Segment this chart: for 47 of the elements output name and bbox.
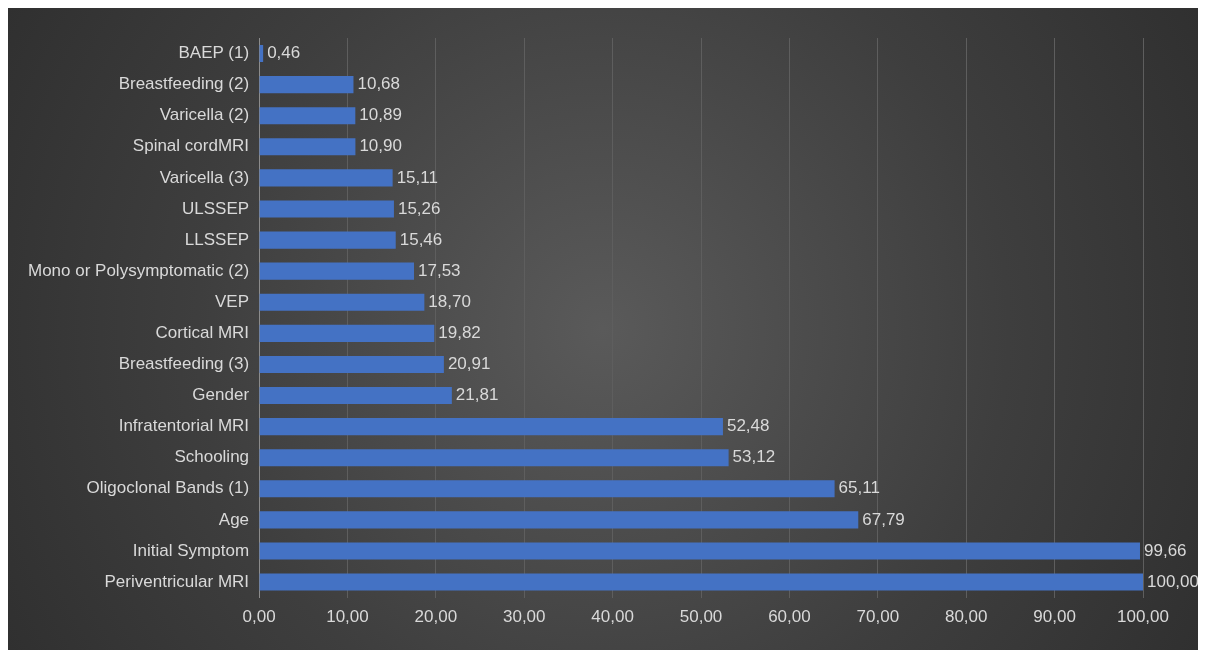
y-tick-label: BAEP (1) <box>178 43 250 63</box>
y-tick-label: ULSSEP <box>181 198 250 218</box>
x-tick-label: 30,00 <box>502 607 546 627</box>
data-label: 10,90 <box>359 136 402 156</box>
y-tick-label: Spinal cordMRI <box>132 136 250 156</box>
x-tick-label: 0,00 <box>242 607 276 627</box>
y-tick-label: LLSSEP <box>184 229 250 249</box>
x-tick-label: 70,00 <box>856 607 900 627</box>
data-label: 99,66 <box>1143 540 1187 560</box>
data-label: 10,68 <box>357 74 401 94</box>
y-tick-label: Varicella (2) <box>159 105 250 125</box>
y-tick-label: VEP <box>215 291 250 311</box>
x-tick-label: 10,00 <box>326 607 369 627</box>
data-label: 53,12 <box>732 447 776 467</box>
y-tick-label: Cortical MRI <box>155 323 250 343</box>
data-label: 15,11 <box>396 167 438 187</box>
data-label: 0,46 <box>267 43 301 63</box>
y-tick-label: Breastfeeding (3) <box>118 354 250 374</box>
data-label: 15,26 <box>397 198 441 218</box>
x-tick-label: 60,00 <box>768 607 811 627</box>
y-tick-label: Initial Symptom <box>132 540 250 560</box>
x-tick-label: 40,00 <box>591 607 634 627</box>
x-tick-label: 100,00 <box>1117 607 1169 627</box>
data-label: 20,91 <box>447 354 491 374</box>
y-tick-label: Mono or Polysymptomatic (2) <box>27 260 250 280</box>
y-tick-label: Oligoclonal Bands (1) <box>86 478 250 498</box>
x-tick-label: 50,00 <box>679 607 723 627</box>
data-label: 17,53 <box>418 260 461 280</box>
x-tick-label: 80,00 <box>944 607 988 627</box>
data-label: 19,82 <box>438 323 481 343</box>
y-tick-label: Breastfeeding (2) <box>118 74 250 94</box>
data-label: 10,89 <box>359 105 402 125</box>
data-label: 18,70 <box>428 291 471 311</box>
x-tick-label: 90,00 <box>1033 607 1076 627</box>
y-tick-label: Gender <box>192 385 250 405</box>
y-tick-label: Periventricular MRI <box>104 571 250 591</box>
y-tick-label: Age <box>218 509 250 529</box>
data-label: 65,11 <box>838 478 880 498</box>
y-tick-label: Schooling <box>174 447 250 467</box>
data-label: 15,46 <box>399 229 443 249</box>
data-label: 21,81 <box>455 385 499 405</box>
data-label: 100,00 <box>1147 571 1199 591</box>
x-tick-label: 20,00 <box>414 607 458 627</box>
y-tick-label: Infratentorial MRI <box>118 416 250 436</box>
y-tick-label: Varicella (3) <box>159 167 250 187</box>
data-label: 52,48 <box>726 416 770 436</box>
data-label: 67,79 <box>862 509 905 529</box>
